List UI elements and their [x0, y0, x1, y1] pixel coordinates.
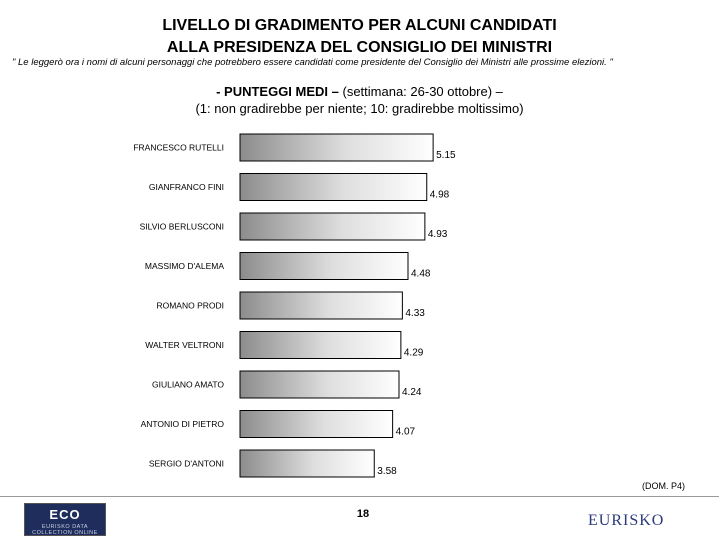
eco-logo: ECO EURISKO DATA COLLECTION ONLINE	[24, 503, 106, 536]
subtitle-bold: - PUNTEGGI MEDI –	[216, 84, 339, 99]
bar	[239, 331, 402, 359]
value-label: 5.15	[436, 150, 456, 161]
value-label: 4.93	[428, 229, 448, 240]
category-label: FRANCESCO RUTELLI	[133, 143, 224, 153]
value-label: 4.48	[411, 269, 431, 280]
category-label: ANTONIO DI PIETRO	[141, 419, 225, 429]
bar	[239, 291, 403, 320]
category-label: SERGIO D'ANTONI	[149, 459, 224, 469]
bar	[239, 252, 409, 280]
eurisko-logo: EURISKO	[588, 512, 665, 529]
bar	[239, 212, 426, 241]
page-number: 18	[356, 508, 370, 520]
chart-title-line2: ALLA PRESIDENZA DEL CONSIGLIO DEI MINIST…	[166, 39, 553, 56]
bars-layer: FRANCESCO RUTELLI 5.15 GIANFRANCO FINI 4.98…	[133, 133, 456, 478]
eco-logo-text: ECO	[49, 507, 81, 522]
subtitle-line1: - PUNTEGGI MEDI – (settimana: 26-30 otto…	[0, 84, 719, 100]
category-label: GIULIANO AMATO	[152, 380, 224, 390]
question-text: " Le leggerò ora i nomi di alcuni person…	[12, 57, 613, 68]
subtitle-rest: (settimana: 26-30 ottobre) –	[338, 84, 503, 99]
value-label: 4.33	[405, 308, 425, 319]
category-label: ROMANO PRODI	[156, 301, 224, 311]
bar	[239, 410, 394, 438]
bar-chart: FRANCESCO RUTELLI 5.15 GIANFRANCO FINI 4.98…	[133, 133, 456, 478]
footer-divider	[0, 496, 719, 497]
value-label: 4.98	[430, 190, 450, 201]
bar	[239, 449, 375, 478]
value-label: 4.29	[404, 348, 424, 359]
chart-title-line1: LIVELLO DI GRADIMENTO PER ALCUNI CANDIDA…	[162, 17, 557, 34]
category-label: MASSIMO D'ALEMA	[145, 261, 224, 271]
value-label: 3.58	[377, 466, 397, 477]
bar	[239, 133, 434, 162]
subtitle-line2: (1: non gradirebbe per niente; 10: gradi…	[195, 101, 524, 116]
bar	[239, 173, 428, 201]
eco-logo-subtext: EURISKO DATA COLLECTION ONLINE	[32, 524, 98, 536]
category-label: WALTER VELTRONI	[145, 340, 224, 350]
source-note: (DOM. P4)	[642, 481, 686, 491]
category-label: GIANFRANCO FINI	[149, 182, 224, 192]
category-label: SILVIO BERLUSCONI	[140, 222, 224, 232]
value-label: 4.07	[396, 427, 416, 438]
bar	[239, 370, 400, 399]
value-label: 4.24	[402, 387, 422, 398]
